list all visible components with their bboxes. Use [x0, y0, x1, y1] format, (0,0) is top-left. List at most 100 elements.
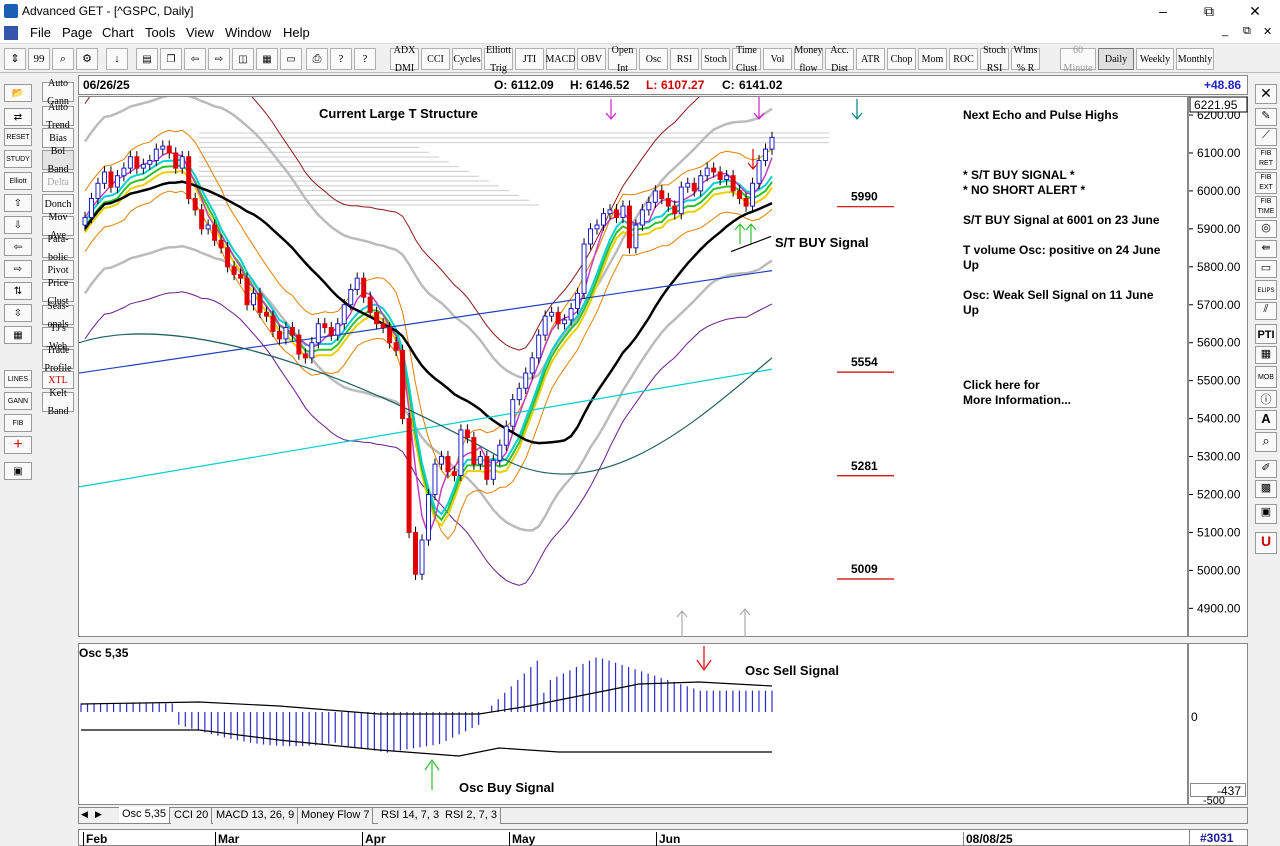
oscillator-chart[interactable]: [79, 644, 1189, 806]
magnifier-icon[interactable]: ⌕: [1255, 432, 1277, 452]
indicator-button-rsi[interactable]: RSI: [670, 48, 699, 70]
menu-help[interactable]: Help: [283, 25, 310, 40]
indicator-button-chop[interactable]: Chop: [887, 48, 916, 70]
tab-cci-20[interactable]: CCI 20: [171, 808, 213, 824]
layout-icon[interactable]: ▣: [1255, 504, 1277, 524]
lines-button[interactable]: LINES: [4, 370, 32, 388]
down-arrow-tool-icon[interactable]: ⇩: [4, 216, 32, 234]
folder-icon[interactable]: 📂: [4, 84, 32, 102]
minimize-button[interactable]: –: [1159, 3, 1167, 19]
study-button-mov-ave[interactable]: Mov Ave: [42, 212, 74, 240]
channel-icon[interactable]: ⫽: [1255, 302, 1277, 320]
quote-icon[interactable]: 99: [28, 48, 50, 70]
fib-button[interactable]: FIB: [4, 414, 32, 432]
help-icon[interactable]: ?: [330, 48, 352, 70]
child-restore-button[interactable]: ⧉: [1243, 25, 1251, 37]
indicator-button-atr[interactable]: ATR: [856, 48, 885, 70]
print-icon[interactable]: ⎙: [306, 48, 328, 70]
grid-icon[interactable]: ▦: [256, 48, 278, 70]
notes-click1[interactable]: Click here for: [963, 378, 1040, 392]
magnet-icon[interactable]: U: [1255, 532, 1277, 554]
back-icon[interactable]: ⇦: [184, 48, 206, 70]
tab-rsi-2-7-3[interactable]: RSI 2, 7, 3: [442, 808, 501, 824]
menu-view[interactable]: View: [186, 25, 214, 40]
price-scale[interactable]: 6200.00 6100.00 6000.00 5900.00 5800.00 5700.…: [1188, 96, 1248, 637]
menu-file[interactable]: File: [30, 25, 51, 40]
indicator-button-money-flow[interactable]: Money flow: [794, 45, 823, 73]
pointer-icon[interactable]: ⇕: [4, 48, 26, 70]
indicator-button-time-clust[interactable]: Time Clust: [732, 45, 761, 73]
compress-icon[interactable]: ⇅: [4, 282, 32, 300]
mob-button[interactable]: MOB: [1255, 366, 1277, 388]
indicator-button-acc-dist[interactable]: Acc. Dist: [825, 45, 854, 73]
pencil-icon[interactable]: ✎: [1255, 108, 1277, 126]
reset-button[interactable]: RESET: [4, 128, 32, 146]
arrows-icon[interactable]: ⇄: [4, 108, 32, 126]
grid-tool-icon[interactable]: ▦: [4, 326, 32, 344]
split-icon[interactable]: ◫: [232, 48, 254, 70]
indicator-button-macd[interactable]: MACD: [546, 48, 576, 70]
tab-money-flow-7[interactable]: Money Flow 7: [298, 808, 374, 824]
price-chart-pane[interactable]: 5990 5554 5281 5009 Current Large T Structu…: [78, 55, 1189, 638]
right-arrow-icon[interactable]: ⇨: [4, 260, 32, 278]
menu-chart[interactable]: Chart: [102, 25, 134, 40]
study-button-delta[interactable]: Delta: [42, 172, 74, 192]
indicator-button-open-int[interactable]: Open Int: [608, 45, 637, 73]
grid-right-icon[interactable]: ▦: [1255, 346, 1277, 364]
indicator-button-cycles[interactable]: Cycles: [452, 48, 482, 70]
fan-icon[interactable]: ⟋: [1255, 128, 1277, 146]
child-close-button[interactable]: ✕: [1263, 26, 1273, 38]
child-minimize-button[interactable]: _: [1222, 25, 1229, 37]
indicator-button-vol[interactable]: Vol: [763, 48, 792, 70]
info-icon[interactable]: ⓘ: [1255, 390, 1277, 408]
gear-icon[interactable]: ⚙: [76, 48, 98, 70]
tab-scroll-right-icon[interactable]: ▶: [95, 809, 102, 819]
up-arrow-icon[interactable]: ⇧: [4, 194, 32, 212]
indicator-button-obv[interactable]: OBV: [577, 48, 606, 70]
window-icon[interactable]: ▭: [280, 48, 302, 70]
page-icon[interactable]: ▤: [136, 48, 158, 70]
price-chart[interactable]: 5990 5554 5281 5009: [78, 55, 1189, 638]
tab-rsi-14-7-3[interactable]: RSI 14, 7, 3: [378, 808, 444, 824]
indicator-button-mom[interactable]: Mom: [918, 48, 947, 70]
menu-window[interactable]: Window: [225, 25, 272, 40]
menu-tools[interactable]: Tools: [145, 25, 176, 40]
study-button-para-bolic[interactable]: Para-bolic: [42, 234, 74, 262]
period-button-monthly[interactable]: Monthly: [1176, 48, 1214, 70]
indicator-button-wlms-r[interactable]: Wlms % R: [1011, 45, 1040, 73]
fib-ret-button[interactable]: FIB RET: [1255, 148, 1277, 170]
indicator-button-stoch-rsi[interactable]: Stoch RSI: [980, 45, 1009, 73]
study-button-seas-onals[interactable]: Seas-onals: [42, 301, 74, 329]
indicator-button-roc[interactable]: ROC: [949, 48, 978, 70]
period-button-weekly[interactable]: Weekly: [1136, 48, 1174, 70]
indicator-button-osc[interactable]: Osc: [639, 48, 668, 70]
properties-icon[interactable]: ▣: [4, 462, 32, 480]
down-arrow-icon[interactable]: ↓: [106, 48, 128, 70]
context-help-icon[interactable]: ?: [354, 48, 376, 70]
checker-icon[interactable]: ▩: [1255, 480, 1277, 498]
restore-button[interactable]: ⧉: [1204, 3, 1214, 19]
arrow-left-tool-icon[interactable]: ⇚: [1255, 240, 1277, 258]
study-button-kelt-band[interactable]: Kelt Band: [42, 388, 74, 416]
indicator-button-jti[interactable]: JTI: [515, 48, 544, 70]
indicator-button-cci[interactable]: CCI: [421, 48, 450, 70]
pti-button[interactable]: PTI: [1255, 324, 1277, 344]
indicator-button-stoch[interactable]: Stoch: [701, 48, 730, 70]
study-button-bias[interactable]: Bias: [42, 128, 74, 148]
study-button-pivot[interactable]: Pivot: [42, 260, 74, 280]
study-button-auto-trend[interactable]: Auto Trend: [42, 102, 74, 130]
menu-page[interactable]: Page: [62, 25, 93, 40]
forward-icon[interactable]: ⇨: [208, 48, 230, 70]
tab-macd-13-26-9[interactable]: MACD 13, 26, 9: [213, 808, 299, 824]
study-button-xtl[interactable]: XTL: [42, 371, 74, 389]
fib-ext-button[interactable]: FIB EXT: [1255, 172, 1277, 194]
fib-time-button[interactable]: FIB TIME: [1255, 196, 1277, 218]
fib-circle-icon[interactable]: ◎: [1255, 220, 1277, 238]
elliott-button[interactable]: Elliott: [4, 172, 32, 190]
tab-osc-5-35[interactable]: Osc 5,35: [119, 807, 171, 823]
study-button-bol-band[interactable]: Bol Band: [42, 146, 74, 174]
study-button-auto-gann[interactable]: Auto Gann: [42, 78, 74, 106]
expand-icon[interactable]: ⇳: [4, 304, 32, 322]
oscillator-pane[interactable]: Osc 5,35 Osc Sell Signal Osc Buy Signal: [78, 643, 1188, 805]
indicator-button-adx-dmi[interactable]: ADX DMI: [390, 45, 419, 73]
